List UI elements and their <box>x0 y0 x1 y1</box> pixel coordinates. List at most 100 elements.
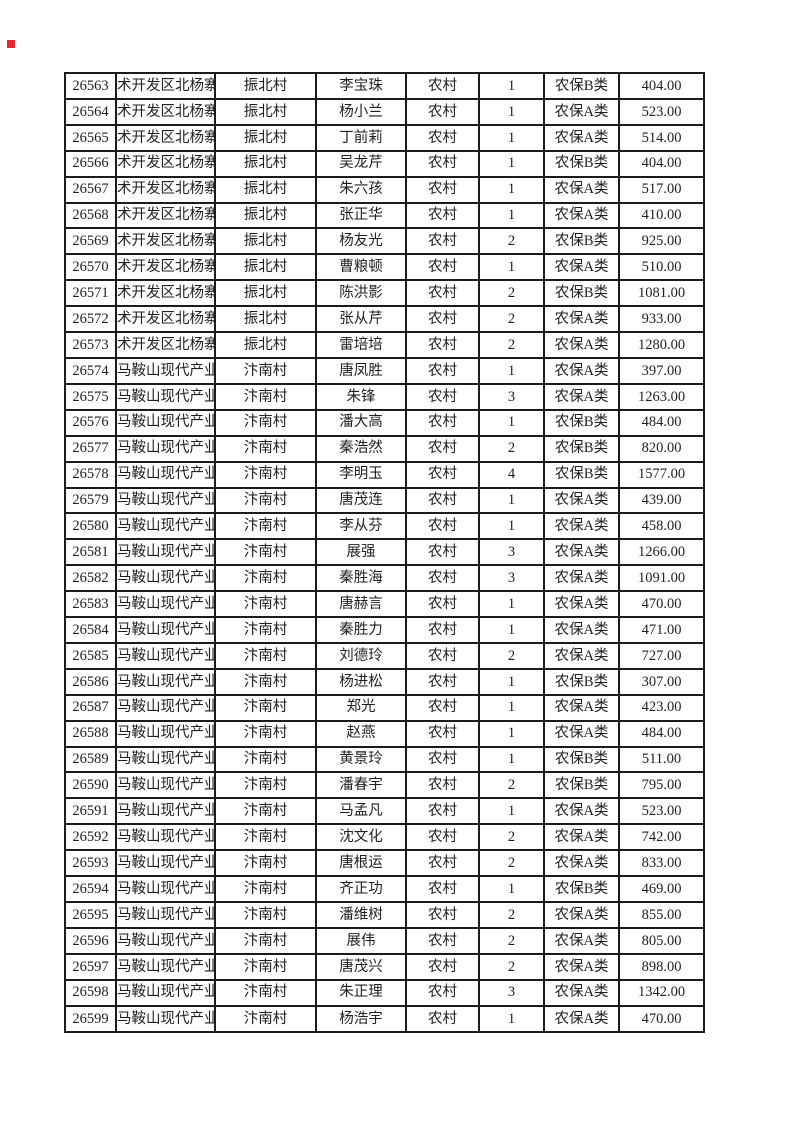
district-cell: 马鞍山现代产业 <box>115 538 216 567</box>
name-cell: 展强 <box>315 538 407 567</box>
count-cell: 2 <box>478 434 545 463</box>
count-cell: 2 <box>478 331 545 359</box>
category-cell: 农保A类 <box>543 486 620 515</box>
serial-cell: 26568 <box>64 201 117 230</box>
village-cell: 振北村 <box>214 253 317 282</box>
category-cell: 农保A类 <box>543 616 620 644</box>
residence-cell: 农村 <box>405 382 480 411</box>
records-table: 26563 术开发区北杨寨 振北村 李宝珠 农村 1 农保B类 404.00 26564 术开发区… <box>64 72 705 1034</box>
table-row: 26566 术开发区北杨寨 振北村 吴龙芹 农村 1 农保B类 404.00 <box>64 149 705 178</box>
district-cell: 术开发区北杨寨 <box>115 97 216 126</box>
table-row: 26573 术开发区北杨寨 振北村 雷培培 农村 2 农保A类 1280.00 <box>64 331 705 359</box>
amount-cell: 933.00 <box>618 305 705 334</box>
residence-cell: 农村 <box>405 434 480 463</box>
serial-cell: 26593 <box>64 849 117 878</box>
category-cell: 农保A类 <box>543 564 620 593</box>
amount-cell: 1081.00 <box>618 279 705 308</box>
name-cell: 李从芬 <box>315 512 407 541</box>
residence-cell: 农村 <box>405 201 480 230</box>
amount-cell: 1577.00 <box>618 460 705 489</box>
residence-cell: 农村 <box>405 460 480 489</box>
name-cell: 李宝珠 <box>315 72 407 100</box>
residence-cell: 农村 <box>405 253 480 282</box>
table-row: 26568 术开发区北杨寨 振北村 张正华 农村 1 农保A类 410.00 <box>64 201 705 230</box>
district-cell: 马鞍山现代产业 <box>115 356 216 385</box>
district-cell: 马鞍山现代产业 <box>115 382 216 411</box>
count-cell: 3 <box>478 538 545 567</box>
count-cell: 1 <box>478 590 545 619</box>
residence-cell: 农村 <box>405 901 480 929</box>
count-cell: 2 <box>478 305 545 334</box>
residence-cell: 农村 <box>405 952 480 981</box>
count-cell: 1 <box>478 1004 545 1034</box>
category-cell: 农保A类 <box>543 512 620 541</box>
name-cell: 唐根运 <box>315 849 407 878</box>
serial-cell: 26578 <box>64 460 117 489</box>
table-row: 26576 马鞍山现代产业 汴南村 潘大高 农村 1 农保B类 484.00 <box>64 408 705 437</box>
amount-cell: 1342.00 <box>618 978 705 1007</box>
village-cell: 振北村 <box>214 175 317 204</box>
name-cell: 唐茂兴 <box>315 952 407 981</box>
count-cell: 1 <box>478 512 545 541</box>
village-cell: 汴南村 <box>214 512 317 541</box>
village-cell: 汴南村 <box>214 875 317 903</box>
category-cell: 农保A类 <box>543 641 620 670</box>
amount-cell: 469.00 <box>618 875 705 903</box>
serial-cell: 26569 <box>64 227 117 256</box>
residence-cell: 农村 <box>405 512 480 541</box>
table-row: 26599 马鞍山现代产业 汴南村 杨浩宇 农村 1 农保A类 470.00 <box>64 1004 705 1034</box>
serial-cell: 26583 <box>64 590 117 619</box>
count-cell: 1 <box>478 693 545 722</box>
serial-cell: 26589 <box>64 745 117 774</box>
village-cell: 振北村 <box>214 279 317 308</box>
category-cell: 农保B类 <box>543 408 620 437</box>
district-cell: 术开发区北杨寨 <box>115 253 216 282</box>
table-row: 26584 马鞍山现代产业 汴南村 秦胜力 农村 1 农保A类 471.00 <box>64 616 705 644</box>
residence-cell: 农村 <box>405 227 480 256</box>
count-cell: 2 <box>478 952 545 981</box>
category-cell: 农保A类 <box>543 123 620 152</box>
table-row: 26564 术开发区北杨寨 振北村 杨小兰 农村 1 农保A类 523.00 <box>64 97 705 126</box>
serial-cell: 26567 <box>64 175 117 204</box>
residence-cell: 农村 <box>405 641 480 670</box>
district-cell: 马鞍山现代产业 <box>115 719 216 748</box>
category-cell: 农保A类 <box>543 952 620 981</box>
name-cell: 沈文化 <box>315 823 407 852</box>
count-cell: 1 <box>478 201 545 230</box>
table-row: 26583 马鞍山现代产业 汴南村 唐赫言 农村 1 农保A类 470.00 <box>64 590 705 619</box>
village-cell: 汴南村 <box>214 849 317 878</box>
amount-cell: 855.00 <box>618 901 705 929</box>
count-cell: 1 <box>478 72 545 100</box>
district-cell: 马鞍山现代产业 <box>115 667 216 696</box>
serial-cell: 26587 <box>64 693 117 722</box>
village-cell: 振北村 <box>214 97 317 126</box>
district-cell: 马鞍山现代产业 <box>115 797 216 826</box>
table-row: 26593 马鞍山现代产业 汴南村 唐根运 农村 2 农保A类 833.00 <box>64 849 705 878</box>
category-cell: 农保A类 <box>543 175 620 204</box>
red-marker <box>7 40 15 48</box>
residence-cell: 农村 <box>405 797 480 826</box>
name-cell: 雷培培 <box>315 331 407 359</box>
count-cell: 1 <box>478 719 545 748</box>
district-cell: 术开发区北杨寨 <box>115 123 216 152</box>
residence-cell: 农村 <box>405 331 480 359</box>
serial-cell: 26582 <box>64 564 117 593</box>
count-cell: 2 <box>478 901 545 929</box>
category-cell: 农保A类 <box>543 1004 620 1034</box>
category-cell: 农保A类 <box>543 590 620 619</box>
name-cell: 陈洪影 <box>315 279 407 308</box>
serial-cell: 26585 <box>64 641 117 670</box>
name-cell: 黄景玲 <box>315 745 407 774</box>
name-cell: 唐茂连 <box>315 486 407 515</box>
serial-cell: 26565 <box>64 123 117 152</box>
name-cell: 刘德玲 <box>315 641 407 670</box>
residence-cell: 农村 <box>405 305 480 334</box>
amount-cell: 307.00 <box>618 667 705 696</box>
serial-cell: 26577 <box>64 434 117 463</box>
count-cell: 1 <box>478 97 545 126</box>
category-cell: 农保B类 <box>543 460 620 489</box>
table-row: 26589 马鞍山现代产业 汴南村 黄景玲 农村 1 农保B类 511.00 <box>64 745 705 774</box>
district-cell: 术开发区北杨寨 <box>115 331 216 359</box>
serial-cell: 26586 <box>64 667 117 696</box>
